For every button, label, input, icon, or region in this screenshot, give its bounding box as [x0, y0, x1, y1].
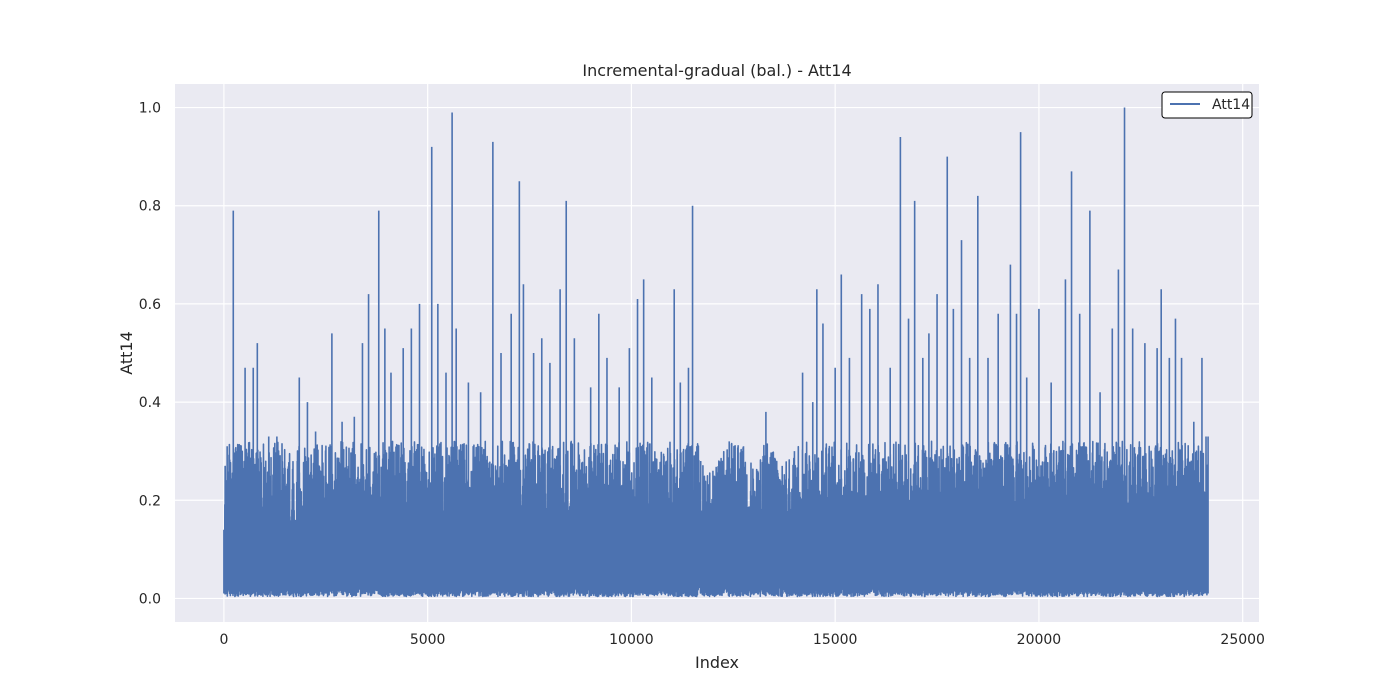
x-tick-label: 10000 — [609, 632, 654, 648]
series-line-att14 — [223, 107, 1209, 598]
x-tick-label: 20000 — [1017, 632, 1062, 648]
y-tick-label: 0.0 — [139, 591, 161, 607]
series-att14 — [223, 107, 1209, 598]
x-tick-label: 15000 — [813, 632, 858, 648]
x-tick-labels: 0 5000 10000 15000 20000 25000 — [219, 632, 1265, 648]
x-tick-label: 5000 — [410, 632, 446, 648]
y-tick-label: 0.8 — [139, 199, 161, 215]
y-tick-labels: 0.0 0.2 0.4 0.6 0.8 1.0 — [139, 101, 161, 608]
x-tick-label: 25000 — [1220, 632, 1265, 648]
chart-title: Incremental-gradual (bal.) - Att14 — [582, 61, 851, 80]
legend-box — [1161, 91, 1253, 119]
legend: Att14 — [1161, 91, 1253, 119]
y-tick-label: 0.4 — [139, 395, 161, 411]
y-tick-label: 0.6 — [139, 297, 161, 313]
x-axis-label: Index — [695, 653, 739, 672]
y-tick-label: 1.0 — [139, 101, 161, 117]
x-tick-label: 0 — [219, 632, 228, 648]
legend-label-att14: Att14 — [1212, 97, 1250, 113]
y-axis-label: Att14 — [117, 331, 136, 375]
y-tick-label: 0.2 — [139, 493, 161, 509]
